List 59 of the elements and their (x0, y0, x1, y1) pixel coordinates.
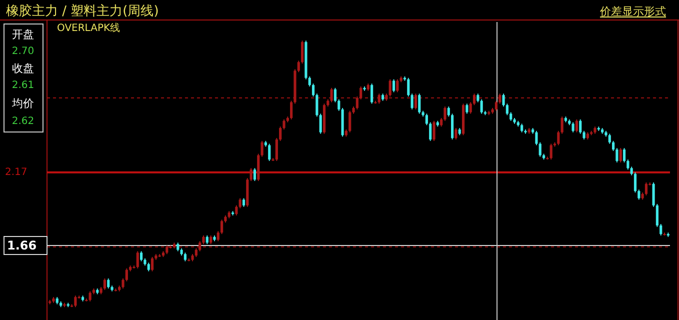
text: 2.61 (12, 80, 34, 91)
chart-title: 橡胶主力 / 塑料主力(周线) (6, 3, 159, 19)
candlestick (235, 204, 238, 216)
candlestick (644, 182, 648, 196)
candlestick (469, 102, 472, 114)
candlestick (136, 250, 139, 269)
text: 开盘 (12, 28, 34, 41)
candlestick (410, 93, 414, 110)
candlestick (579, 118, 582, 134)
candlestick (432, 120, 436, 142)
candlestick (250, 168, 252, 182)
candlestick (572, 122, 574, 133)
candlestick (319, 113, 322, 134)
candlestick (392, 78, 396, 93)
candlestick (447, 106, 450, 118)
candlestick (396, 78, 399, 93)
candlestick (418, 93, 421, 114)
candlestick (238, 198, 242, 209)
candlestick (103, 278, 106, 290)
candlestick (253, 168, 256, 182)
text: 收盘 (12, 62, 34, 75)
text: 均价 (11, 97, 34, 110)
candlestick (275, 138, 278, 162)
candlestick (560, 116, 564, 134)
candlestick (575, 118, 578, 133)
candlestick (557, 130, 560, 146)
y-tick-label: 1.66 (7, 238, 37, 252)
candlestick (370, 83, 374, 104)
candlestick (619, 148, 622, 163)
text: 2.70 (12, 46, 34, 57)
candlestick (494, 100, 498, 112)
candlestick (425, 113, 428, 126)
candlestick (550, 143, 552, 160)
candlestick (334, 87, 337, 103)
candlestick (634, 172, 637, 193)
candlestick (308, 76, 311, 87)
candlestick (140, 250, 143, 262)
candlestick (451, 113, 454, 140)
annotation: OVERLAPK线 (57, 22, 120, 34)
text: 2.62 (12, 116, 34, 127)
candlestick (660, 224, 662, 236)
text: 价差显示形式 (599, 5, 666, 18)
candlestick (608, 133, 611, 144)
y-tick-label: 2.17 (5, 166, 28, 178)
candlestick (348, 110, 352, 133)
candlestick (150, 256, 154, 272)
candlestick (216, 230, 220, 242)
candlestick (300, 40, 304, 64)
candlestick (107, 278, 110, 289)
candlestick (466, 103, 468, 114)
candlestick (74, 295, 77, 308)
candlestick (454, 128, 458, 140)
candlestick (429, 122, 432, 142)
candlestick (268, 143, 271, 162)
candlestick (638, 189, 640, 200)
candlestick (220, 219, 224, 235)
candlestick (480, 98, 483, 114)
candlestick (407, 77, 410, 97)
candlestick (88, 290, 92, 302)
